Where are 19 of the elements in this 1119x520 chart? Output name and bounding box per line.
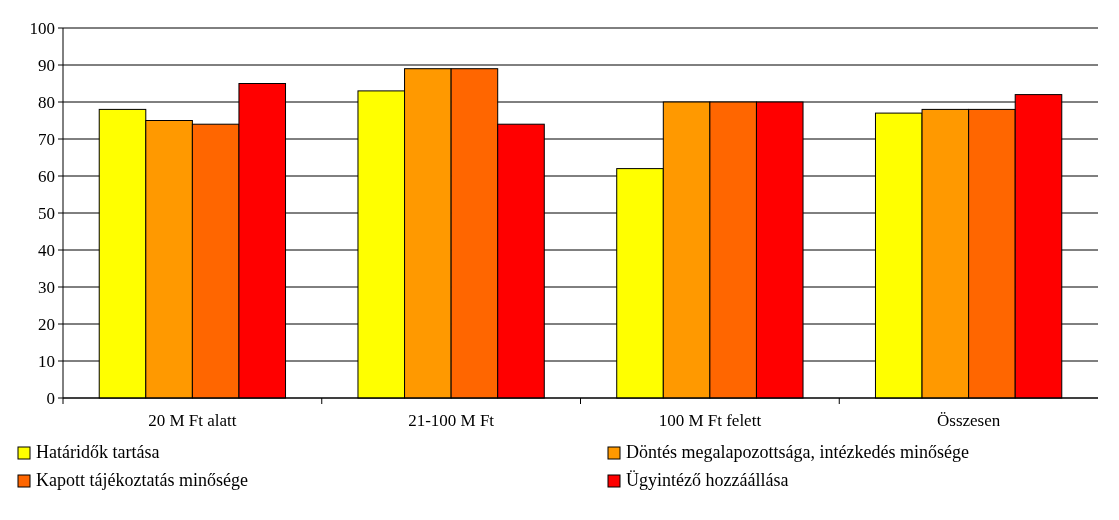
y-tick-label: 50: [38, 203, 55, 223]
y-tick-label: 0: [46, 388, 55, 408]
x-tick-label: 20 M Ft alatt: [148, 411, 237, 430]
legend-label: Ügyintéző hozzáállása: [626, 470, 789, 490]
y-tick-label: 20: [38, 314, 55, 334]
y-tick-label: 40: [38, 240, 55, 260]
y-tick-label: 80: [38, 92, 55, 112]
legend-label: Kapott tájékoztatás minősége: [36, 470, 248, 490]
y-tick-label: 30: [38, 277, 55, 297]
x-tick-label: Összesen: [936, 411, 1001, 430]
legend-label: Határidők tartása: [36, 442, 160, 462]
x-tick-label: 100 M Ft felett: [658, 411, 762, 430]
x-tick-label: 21-100 M Ft: [408, 411, 495, 430]
y-tick-label: 90: [38, 55, 55, 75]
y-tick-label: 100: [29, 18, 55, 38]
y-tick-label: 60: [38, 166, 55, 186]
legend-label: Döntés megalapozottsága, intézkedés minősége: [626, 442, 969, 462]
y-tick-label: 70: [38, 129, 55, 149]
y-tick-label: 10: [38, 351, 55, 371]
